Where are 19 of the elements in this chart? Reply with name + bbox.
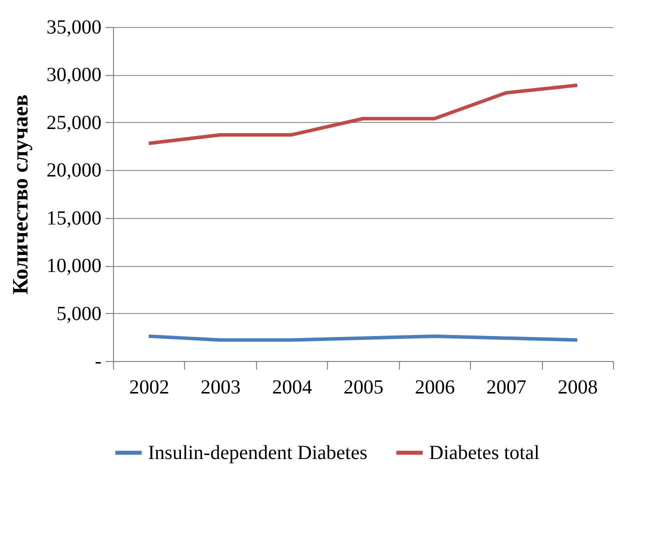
x-tick-label: 2002 [129,376,170,398]
y-tick-label: - [94,350,102,372]
y-tick-label: 20,000 [46,160,102,182]
line-series [146,83,580,146]
y-tick-label: 35,000 [46,16,102,38]
x-tick-label: 2004 [272,376,312,398]
y-tick-label: 5,000 [56,302,102,325]
y-tick-label: 15,000 [46,207,102,230]
legend-label: Insulin-dependent Diabetes [148,442,368,464]
x-tick-label: 2007 [486,376,526,398]
x-tick-label: 2008 [558,376,598,398]
y-tick-label: 10,000 [46,255,102,278]
y-axis-title: Количество случаев [8,94,32,294]
x-tick-label: 2005 [344,376,384,398]
legend-label: Diabetes total [429,442,540,464]
x-tick-label: 2006 [414,376,455,398]
y-tick-label: 30,000 [46,64,102,86]
y-tick-label: 25,000 [46,112,102,134]
x-tick-label: 2003 [200,376,241,398]
